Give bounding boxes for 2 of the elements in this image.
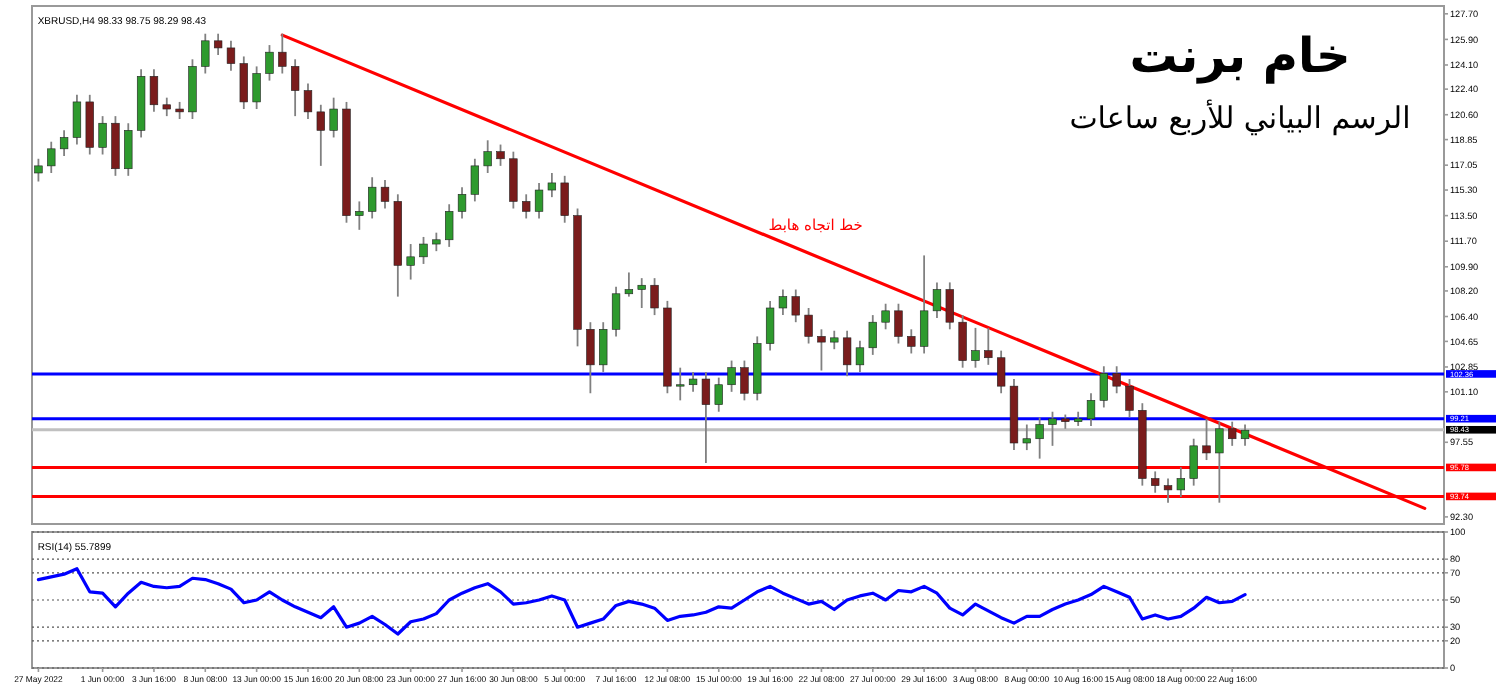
text: الرسم البياني للأربع ساعات xyxy=(1069,98,1411,136)
text: خام برنت xyxy=(1129,28,1351,84)
